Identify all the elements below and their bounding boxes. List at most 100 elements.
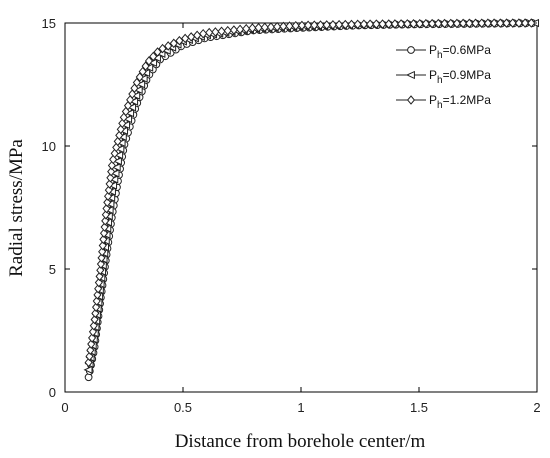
data-point	[242, 23, 251, 34]
data-point	[109, 154, 118, 165]
data-point	[496, 18, 505, 28]
data-point	[304, 20, 313, 31]
y-axis-label: Radial stress/MPa	[6, 139, 27, 277]
data-point	[397, 19, 406, 29]
data-point	[110, 148, 119, 159]
data-point	[101, 216, 110, 226]
data-point	[106, 173, 115, 183]
data-point	[359, 19, 368, 29]
data-point	[316, 20, 325, 30]
data-point	[205, 27, 214, 38]
data-point	[372, 19, 381, 29]
data-point	[104, 185, 113, 195]
data-point	[322, 20, 331, 30]
data-point	[135, 72, 144, 82]
data-point	[158, 43, 167, 54]
data-point	[83, 365, 93, 375]
data-point	[514, 18, 523, 28]
data-point	[90, 314, 99, 325]
data-point	[452, 18, 461, 29]
data-point	[123, 114, 133, 124]
data-point	[89, 320, 98, 331]
data-point	[341, 19, 350, 30]
data-point	[521, 18, 530, 28]
plot-area: 0 0.5 1 1.5 2 0 5 10 15	[42, 16, 541, 415]
data-point	[99, 228, 109, 238]
data-point	[84, 357, 93, 368]
data-point	[99, 234, 108, 245]
data-point	[483, 18, 492, 28]
data-point	[110, 169, 120, 178]
data-point	[446, 18, 455, 29]
data-point	[353, 19, 362, 30]
data-point	[94, 277, 103, 288]
data-point	[169, 38, 178, 49]
x-tick-label: 1	[297, 400, 304, 415]
data-point	[310, 20, 319, 30]
data-point	[103, 197, 112, 208]
data-point	[98, 246, 107, 257]
data-point	[148, 58, 158, 67]
legend-item: Ph=0.9MPa	[396, 68, 491, 86]
data-point	[527, 18, 536, 28]
data-point	[273, 21, 282, 32]
y-tick-label: 5	[49, 262, 56, 277]
y-tick-label: 0	[49, 385, 56, 400]
data-point	[97, 253, 106, 263]
data-point	[211, 27, 220, 37]
x-axis-label: Distance from borehole center/m	[175, 431, 426, 452]
data-point	[328, 20, 337, 30]
data-point	[153, 47, 162, 57]
data-point	[502, 18, 511, 28]
data-point	[409, 19, 418, 29]
data-point	[260, 22, 269, 33]
data-point	[101, 209, 110, 220]
data-point	[279, 21, 288, 32]
data-point	[236, 24, 245, 35]
data-point	[92, 296, 101, 306]
data-point	[144, 56, 154, 66]
data-point	[116, 124, 125, 135]
data-point	[95, 271, 104, 282]
data-point	[88, 333, 97, 343]
data-point	[91, 308, 100, 319]
data-point	[100, 222, 109, 232]
legend-label: Ph=1.2MPa	[429, 93, 491, 111]
data-point	[107, 166, 116, 177]
data-point	[103, 191, 113, 202]
data-point	[434, 18, 443, 29]
data-point	[459, 18, 468, 29]
data-point	[285, 21, 294, 31]
legend-label: Ph=0.9MPa	[429, 68, 491, 86]
data-point	[133, 85, 143, 95]
data-point	[107, 160, 116, 171]
data-point	[88, 327, 97, 337]
data-point	[125, 109, 135, 118]
data-point	[93, 290, 102, 300]
data-point	[297, 20, 306, 31]
data-point	[86, 345, 95, 355]
x-tick-label: 0.5	[174, 400, 192, 415]
data-point	[96, 265, 105, 275]
data-point	[229, 25, 238, 35]
data-point	[477, 18, 486, 29]
data-point	[141, 61, 150, 71]
legend-marker	[406, 95, 416, 105]
data-point	[94, 283, 103, 294]
legend: Ph=0.6MPa Ph=0.9MPa Ph=1.2MPa	[396, 43, 491, 111]
data-point	[87, 339, 96, 349]
data-point	[132, 77, 141, 88]
data-point	[403, 19, 412, 29]
data-point	[112, 157, 122, 166]
data-point	[223, 25, 232, 36]
x-tick-label: 1.5	[410, 400, 428, 415]
data-point	[440, 18, 449, 29]
data-point	[248, 23, 257, 33]
legend-marker	[407, 46, 415, 54]
data-point	[111, 163, 121, 172]
data-point	[105, 179, 114, 189]
data-point	[384, 19, 393, 29]
data-point	[266, 22, 276, 32]
y-tick-label: 10	[42, 139, 56, 154]
